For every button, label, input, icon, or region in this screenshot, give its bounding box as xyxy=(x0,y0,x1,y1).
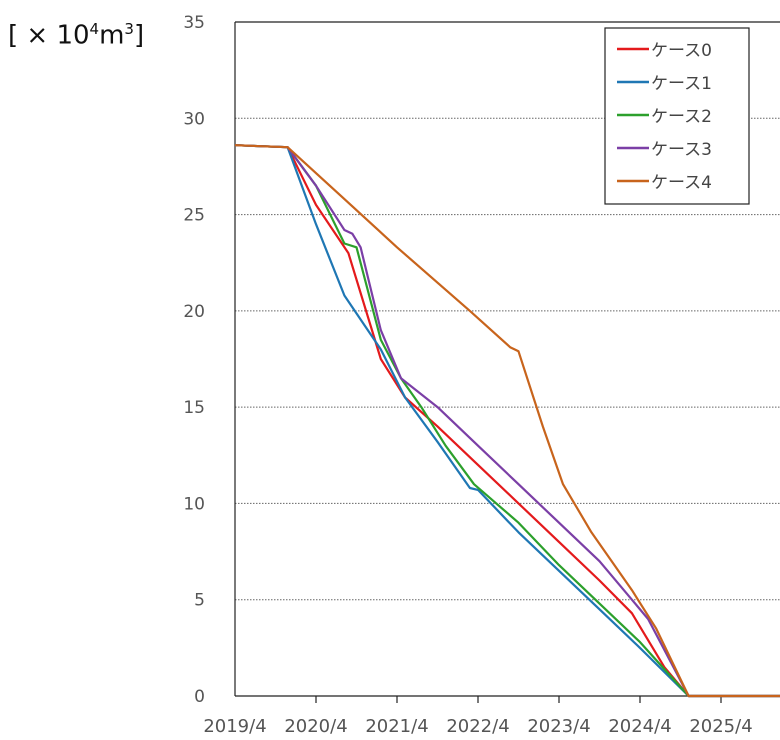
legend-label-3: ケース3 xyxy=(651,140,712,160)
unit-exponent-2: 3 xyxy=(124,20,134,38)
x-tick-label: 2019/4 xyxy=(203,716,266,737)
y-tick-label: 35 xyxy=(183,13,205,33)
unit-exponent: 4 xyxy=(89,20,100,38)
legend: ケース0 ケース1 ケース2 ケース3 ケース4 xyxy=(604,27,750,205)
legend-label-0: ケース0 xyxy=(651,41,712,61)
y-tick-label: 25 xyxy=(183,206,205,226)
series-lines xyxy=(234,144,780,698)
y-axis-unit-label: [ × 104m3] xyxy=(8,20,144,51)
legend-label-1: ケース1 xyxy=(651,74,712,94)
x-tick-label: 2021/4 xyxy=(365,716,428,737)
series-line-1 xyxy=(234,144,780,698)
y-tick-label: 10 xyxy=(183,494,205,514)
x-tick-labels: 2019/4 2020/4 2021/4 2022/4 2023/4 2024/4 2025… xyxy=(203,716,752,737)
y-tick-label: 30 xyxy=(183,109,205,129)
x-tick-label: 2020/4 xyxy=(284,716,347,737)
series-line-4 xyxy=(234,144,780,698)
unit-suffix: ] xyxy=(133,20,145,51)
unit-prefix: [ × 10 xyxy=(8,20,90,51)
unit-mid: m xyxy=(99,20,125,51)
y-tick-label: 20 xyxy=(183,302,205,322)
x-tick-label: 2024/4 xyxy=(608,716,671,737)
legend-label-2: ケース2 xyxy=(651,107,712,127)
x-tick-label: 2022/4 xyxy=(446,716,509,737)
y-tick-labels: 0 5 10 15 20 25 30 35 xyxy=(183,13,205,707)
y-tick-label: 0 xyxy=(194,687,205,707)
legend-label-4: ケース4 xyxy=(651,173,712,193)
series-line-0 xyxy=(234,144,780,698)
y-tick-label: 15 xyxy=(183,398,205,418)
x-tick-label: 2023/4 xyxy=(527,716,590,737)
y-tick-label: 5 xyxy=(194,591,205,611)
series-line-3 xyxy=(234,144,780,698)
series-line-2 xyxy=(234,144,780,698)
x-tick-label: 2025/4 xyxy=(689,716,752,737)
